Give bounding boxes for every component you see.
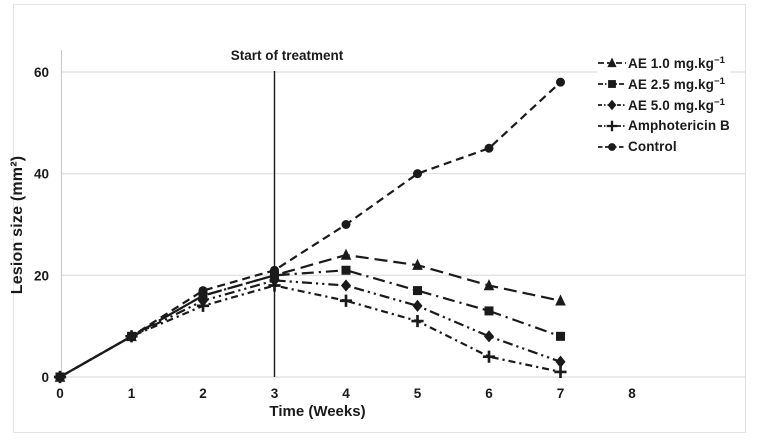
series-line-ae-2-5-mg-kg (59, 269, 561, 378)
x-axis-title: Time (Weeks) (269, 403, 366, 420)
data-point-ae-1-0-mg-kg-w4 (340, 248, 352, 260)
data-point-control-w1 (126, 331, 137, 341)
legend-label: AE 1.0 mg.kg−1 (628, 54, 726, 71)
legend-diamond-glyph (607, 99, 617, 110)
data-point-ae-1-0-mg-kg-w5 (412, 258, 423, 270)
data-point-ae-2-5-mg-kg-w4 (341, 265, 351, 275)
data-point-control-w4 (341, 219, 351, 230)
legend-circle-glyph (608, 142, 616, 151)
y-tick-label-20: 20 (34, 268, 49, 283)
data-point-control-w2 (198, 286, 208, 296)
chart-legend: AE 1.0 mg.kg−1 AE 2.5 mg.kg−1 AE 5.0 mg.kg… (597, 53, 730, 156)
legend-label: AE 2.5 mg.kg−1 (628, 75, 726, 92)
data-point-amphotericin-b-w6 (482, 350, 496, 363)
legend-item-amphotericin-b: Amphotericin B (597, 116, 730, 135)
data-point-ae-2-5-mg-kg-w6 (484, 306, 494, 316)
data-point-amphotericin-b-w7 (554, 365, 567, 379)
y-tick-label-40: 40 (34, 167, 49, 182)
x-tick-label-7: 7 (557, 386, 565, 401)
legend-marker-square-icon (598, 79, 626, 88)
legend-marker-plus-icon (598, 120, 626, 131)
data-point-ae-5-0-mg-kg-w7 (555, 355, 566, 368)
data-point-amphotericin-b-w4 (339, 294, 353, 307)
data-point-control-w5 (412, 169, 423, 179)
legend-marker-diamond-icon (598, 99, 626, 110)
data-point-ae-5-0-mg-kg-w5 (412, 299, 423, 312)
data-point-control-w6 (484, 143, 494, 153)
data-point-control-w7 (555, 77, 566, 87)
y-tick-label-60: 60 (34, 65, 49, 80)
data-point-ae-5-0-mg-kg-w6 (483, 330, 495, 343)
series-line-control (59, 81, 562, 378)
legend-label: Amphotericin B (628, 118, 730, 133)
y-axis-title: Lesion size (mm²) (9, 155, 26, 295)
x-tick-label-6: 6 (485, 386, 493, 401)
x-tick-label-4: 4 (342, 386, 350, 401)
x-tick-label-3: 3 (271, 386, 279, 401)
y-tick-label-0: 0 (41, 370, 49, 385)
data-point-control-w3 (269, 265, 280, 275)
data-point-ae-2-5-mg-kg-w5 (412, 286, 423, 296)
legend-triangle-glyph (607, 56, 617, 67)
data-point-ae-5-0-mg-kg-w4 (340, 279, 352, 292)
legend-item-ae-2-5-mg-kg: AE 2.5 mg.kg−1 (597, 74, 730, 93)
x-tick-label-5: 5 (414, 386, 422, 401)
data-point-control-w0 (55, 372, 65, 382)
series-line-amphotericin-b (59, 284, 561, 378)
data-point-amphotericin-b-w2 (196, 299, 210, 312)
legend-item-ae-1-0-mg-kg: AE 1.0 mg.kg−1 (597, 53, 730, 72)
data-point-ae-1-0-mg-kg-w7 (555, 294, 566, 306)
legend-label: AE 5.0 mg.kg−1 (628, 96, 726, 113)
x-tick-label-8: 8 (628, 386, 636, 401)
data-point-ae-1-0-mg-kg-w6 (483, 279, 495, 291)
x-tick-label-2: 2 (199, 386, 207, 401)
legend-plus-glyph (606, 120, 618, 131)
data-point-ae-2-5-mg-kg-w7 (555, 331, 566, 341)
x-tick-label-1: 1 (128, 386, 136, 401)
legend-item-ae-5-0-mg-kg: AE 5.0 mg.kg−1 (597, 95, 730, 114)
x-tick-label-0: 0 (56, 386, 64, 401)
data-point-amphotericin-b-w5 (411, 314, 424, 328)
treatment-annotation-label: Start of treatment (230, 48, 344, 63)
series-line-ae-5-0-mg-kg (59, 279, 561, 378)
legend-label: Control (628, 139, 677, 154)
legend-marker-circle-icon (598, 142, 626, 151)
legend-marker-triangle-icon (598, 56, 626, 67)
legend-square-glyph (608, 79, 616, 88)
legend-item-control: Control (597, 137, 730, 156)
data-point-amphotericin-b-w3 (268, 279, 281, 292)
